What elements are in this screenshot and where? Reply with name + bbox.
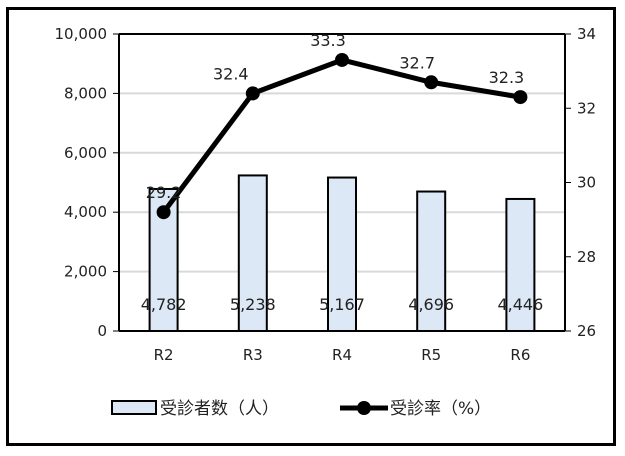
rate-value-label: 33.3 bbox=[310, 31, 346, 50]
left-axis-tick-label: 8,000 bbox=[64, 84, 107, 102]
left-axis-tick-label: 6,000 bbox=[64, 144, 107, 162]
x-axis-tick-label: R2 bbox=[154, 346, 174, 364]
legend-bar-swatch bbox=[111, 400, 157, 415]
x-axis-tick-label: R5 bbox=[421, 346, 441, 364]
rate-marker-icon bbox=[513, 90, 528, 105]
bar bbox=[416, 190, 447, 332]
right-axis-tick-label: 28 bbox=[577, 248, 596, 266]
rate-value-label: 32.4 bbox=[213, 64, 249, 83]
legend: 受診者数（人） 受診率（%） bbox=[111, 399, 491, 419]
rate-value-label: 29.2 bbox=[146, 183, 182, 202]
left-axis-tick-label: 4,000 bbox=[64, 203, 107, 221]
x-axis-tick-label: R3 bbox=[243, 346, 263, 364]
bar-value-label: 5,167 bbox=[319, 295, 365, 314]
right-axis-tick-label: 34 bbox=[577, 25, 596, 43]
bar-value-label: 4,782 bbox=[141, 295, 187, 314]
left-axis-tick-label: 0 bbox=[97, 322, 107, 340]
data-labels: 4,782 5,238 5,167 4,696 4,446 29.2 32.4 33.3 32.… bbox=[141, 31, 544, 314]
bar-value-label: 5,238 bbox=[230, 295, 276, 314]
right-axis-tick-label: 26 bbox=[577, 322, 596, 340]
right-axis-tick-label: 32 bbox=[577, 99, 596, 117]
rate-marker-icon bbox=[156, 205, 171, 220]
rate-marker-icon bbox=[424, 75, 439, 90]
right-axis-tick-label: 30 bbox=[577, 174, 596, 192]
bar bbox=[505, 197, 536, 332]
legend-line-marker-icon bbox=[357, 401, 371, 415]
legend-bar-label: 受診者数（人） bbox=[160, 399, 279, 419]
left-axis-tick-label: 2,000 bbox=[64, 263, 107, 281]
rate-marker-icon bbox=[245, 86, 260, 101]
bar-value-label: 4,446 bbox=[497, 295, 543, 314]
x-axis-tick-label: R4 bbox=[332, 346, 352, 364]
legend-line-label: 受診率（%） bbox=[390, 399, 491, 419]
bar-value-label: 4,696 bbox=[408, 295, 454, 314]
x-axis-tick-label: R6 bbox=[510, 346, 530, 364]
rate-value-label: 32.7 bbox=[399, 53, 435, 72]
axes: 0 2,000 4,000 6,000 8,000 10,000 26 28 30 32 34 R2 R… bbox=[55, 25, 597, 364]
bar bbox=[237, 174, 268, 332]
rate-marker-icon bbox=[335, 52, 349, 67]
left-axis-tick-label: 10,000 bbox=[55, 25, 108, 43]
line-series-rate bbox=[156, 52, 528, 220]
rate-value-label: 32.3 bbox=[489, 68, 525, 87]
